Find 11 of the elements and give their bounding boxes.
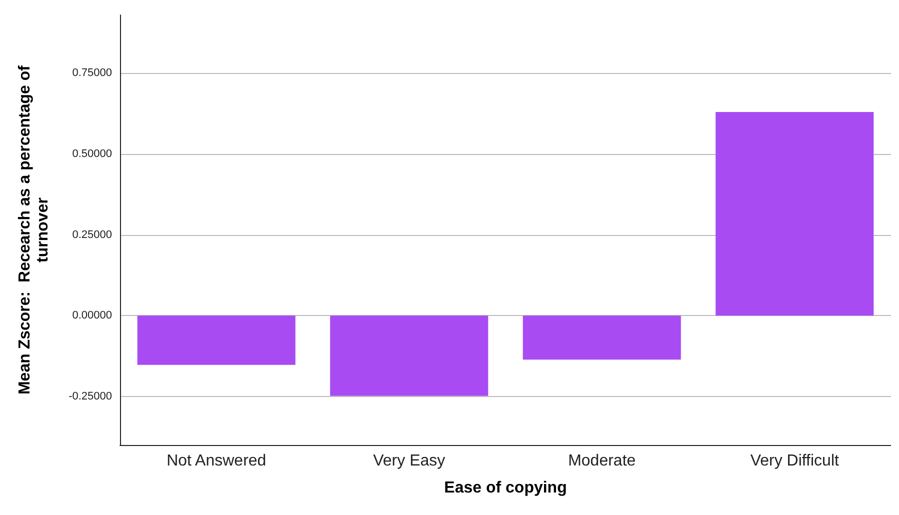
y-tick-label: 0.00000 bbox=[72, 310, 112, 322]
y-tick-label: 0.50000 bbox=[72, 148, 112, 160]
x-tick-label: Very Difficult bbox=[750, 452, 840, 470]
y-axis-title: Mean Zscore: Recearch as a percentage of turnover bbox=[16, 64, 52, 395]
y-tick-label: -0.25000 bbox=[68, 390, 112, 403]
x-tick-label: Not Answered bbox=[166, 452, 266, 470]
x-tick-label: Very Easy bbox=[373, 452, 446, 470]
y-tick-label: 0.25000 bbox=[72, 228, 112, 241]
x-tick-label: Moderate bbox=[568, 452, 636, 470]
x-axis-title: Ease of copying bbox=[444, 480, 567, 496]
y-tick-label: 0.75000 bbox=[72, 67, 112, 80]
